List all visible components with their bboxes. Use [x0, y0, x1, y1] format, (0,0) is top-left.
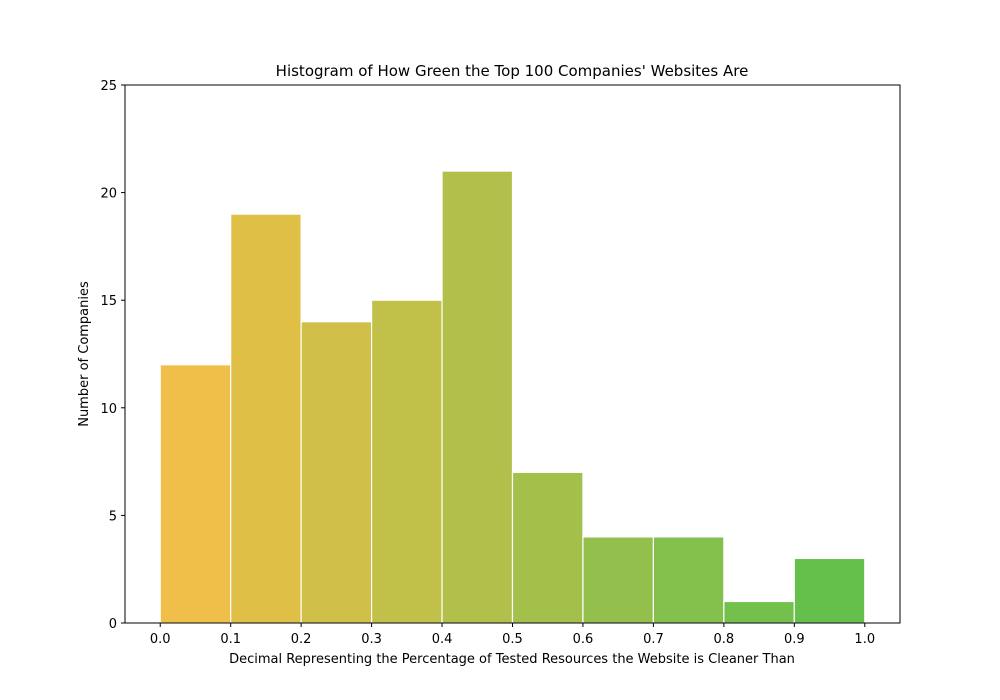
x-tick-label: 1.0	[854, 632, 875, 647]
histogram-bar	[723, 600, 795, 624]
histogram-bar	[582, 536, 655, 624]
histogram-bar	[159, 364, 232, 624]
x-axis-ticks: 0.0 0.1 0.2 0.3 0.4 0.5 0.6 0.7 0.8 0.9 1.0	[150, 623, 875, 647]
y-tick-label: 25	[100, 79, 117, 94]
x-tick-label: 0.4	[432, 632, 453, 647]
y-tick-label: 0	[109, 617, 117, 632]
histogram-bar	[300, 321, 373, 624]
histogram-bar	[652, 536, 725, 624]
x-tick-label: 0.6	[573, 632, 594, 647]
x-tick-label: 0.2	[291, 632, 312, 647]
x-tick-label: 0.1	[220, 632, 241, 647]
x-tick-label: 0.3	[361, 632, 382, 647]
x-axis-label: Decimal Representing the Percentage of T…	[229, 652, 795, 667]
y-tick-label: 15	[100, 294, 117, 309]
x-tick-label: 0.8	[714, 632, 735, 647]
y-tick-label: 20	[100, 187, 117, 202]
chart-title: Histogram of How Green the Top 100 Compa…	[276, 62, 749, 80]
x-tick-label: 0.9	[784, 632, 805, 647]
y-axis-label: Number of Companies	[77, 281, 92, 427]
y-tick-label: 10	[100, 402, 117, 417]
y-axis-ticks: 0 5 10 15 20 25	[100, 79, 125, 632]
histogram-bar	[441, 170, 514, 624]
x-tick-label: 0.0	[150, 632, 171, 647]
histogram-bar	[230, 213, 302, 624]
histogram-bar	[511, 471, 584, 624]
bars-group	[159, 170, 866, 624]
x-tick-label: 0.7	[643, 632, 664, 647]
histogram-bar	[793, 557, 866, 624]
axes-frame	[124, 84, 901, 624]
histogram-bar	[370, 299, 443, 624]
y-tick-label: 5	[109, 509, 117, 524]
x-tick-label: 0.5	[502, 632, 523, 647]
